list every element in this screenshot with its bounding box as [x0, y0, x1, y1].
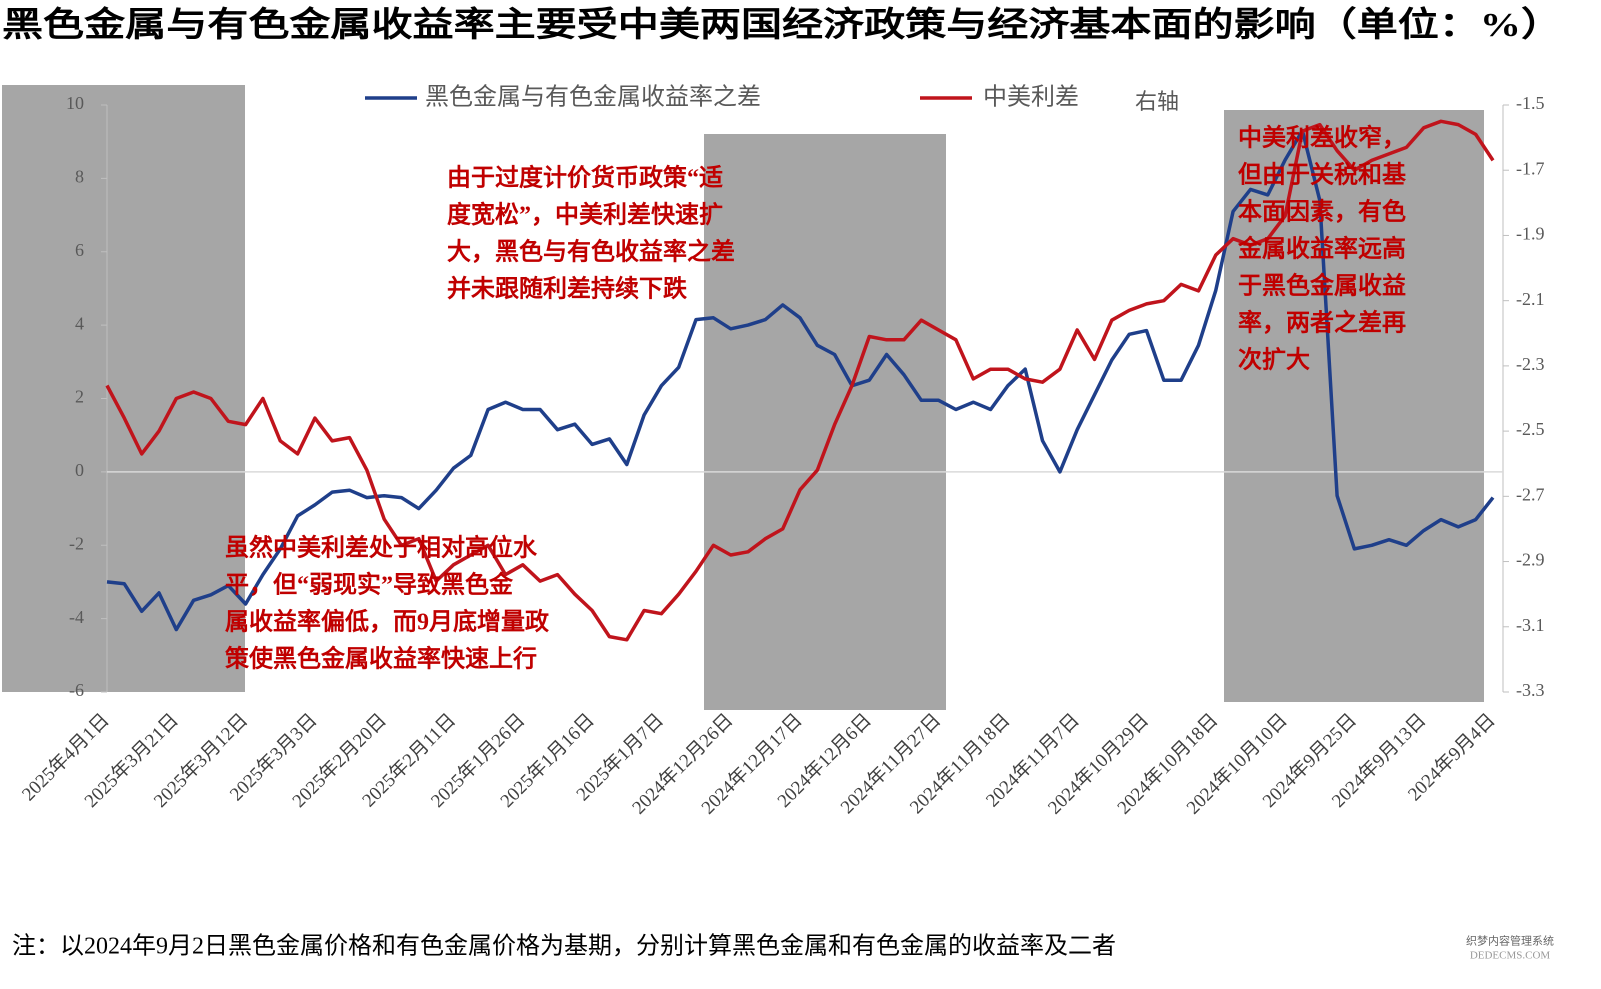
- annotation: 虽然中美利差处于相对高位水: [225, 534, 538, 562]
- y2-tick-label: -1.7: [1516, 158, 1545, 178]
- note: 注：以2024年9月2日黑色金属价格和有色金属价格为基期，分别计算黑色金属和有色…: [12, 933, 1116, 960]
- legend-label: 中美利差: [983, 84, 1079, 111]
- chart-title: 黑色金属与有色金属收益率主要受中美两国经济政策与经济基本面的影响（单位：%）: [2, 5, 1562, 44]
- shade-region: [2, 85, 245, 692]
- annotation: 大，黑色与有色收益率之差: [447, 238, 735, 266]
- shade-region: [1224, 110, 1484, 702]
- y-tick-label: 4: [75, 313, 84, 333]
- annotation: 平，但“弱现实”导致黑色金: [225, 571, 514, 599]
- annotation: 策使黑色金属收益率快速上行: [225, 645, 537, 673]
- legend-label: 黑色金属与有色金属收益率之差: [425, 84, 761, 111]
- y2-tick-label: -2.1: [1516, 289, 1545, 309]
- y2-tick-label: -2.9: [1516, 550, 1545, 570]
- y-tick-label: 10: [66, 93, 84, 113]
- y2-tick-label: -2.7: [1516, 484, 1545, 504]
- y2-tick-label: -1.5: [1516, 93, 1545, 113]
- annotation: 但由于关税和基: [1238, 161, 1407, 189]
- annotation: 次扩大: [1238, 347, 1310, 374]
- watermark: DEDECMS.COM: [1470, 950, 1551, 962]
- annotation: 度宽松”，中美利差快速扩: [447, 201, 723, 229]
- annotation: 属收益率偏低，而9月底增量政: [225, 608, 549, 636]
- y-tick-label: 0: [75, 460, 84, 480]
- y-tick-label: 2: [75, 387, 84, 407]
- annotation: 率，两者之差再: [1238, 309, 1406, 337]
- annotation: 金属收益率远高: [1237, 235, 1406, 263]
- annotation: 于黑色金属收益: [1238, 272, 1406, 300]
- y2-tick-label: -2.3: [1516, 354, 1545, 374]
- y-tick-label: -6: [69, 680, 84, 700]
- annotation: 由于过度计价货币政策“适: [447, 164, 723, 192]
- y-tick-label: 6: [75, 240, 84, 260]
- series-line: [106, 128, 1495, 632]
- axis-note: 右轴: [1135, 89, 1179, 114]
- y2-tick-label: -2.5: [1516, 419, 1545, 439]
- shade-region: [704, 134, 946, 710]
- series-line: [105, 119, 1495, 642]
- y-tick-label: -4: [69, 607, 84, 627]
- annotation: 中美利差收窄，: [1238, 124, 1406, 152]
- y2-tick-label: -3.1: [1516, 615, 1545, 635]
- watermark: 织梦内容管理系统: [1466, 934, 1554, 948]
- y-tick-label: 8: [75, 167, 84, 187]
- y2-tick-label: -3.3: [1516, 680, 1545, 700]
- y-tick-label: -2: [69, 533, 84, 553]
- y2-tick-label: -1.9: [1516, 224, 1545, 244]
- annotation: 并未跟随利差持续下跌: [447, 275, 688, 303]
- annotation: 本面因素，有色: [1238, 198, 1406, 226]
